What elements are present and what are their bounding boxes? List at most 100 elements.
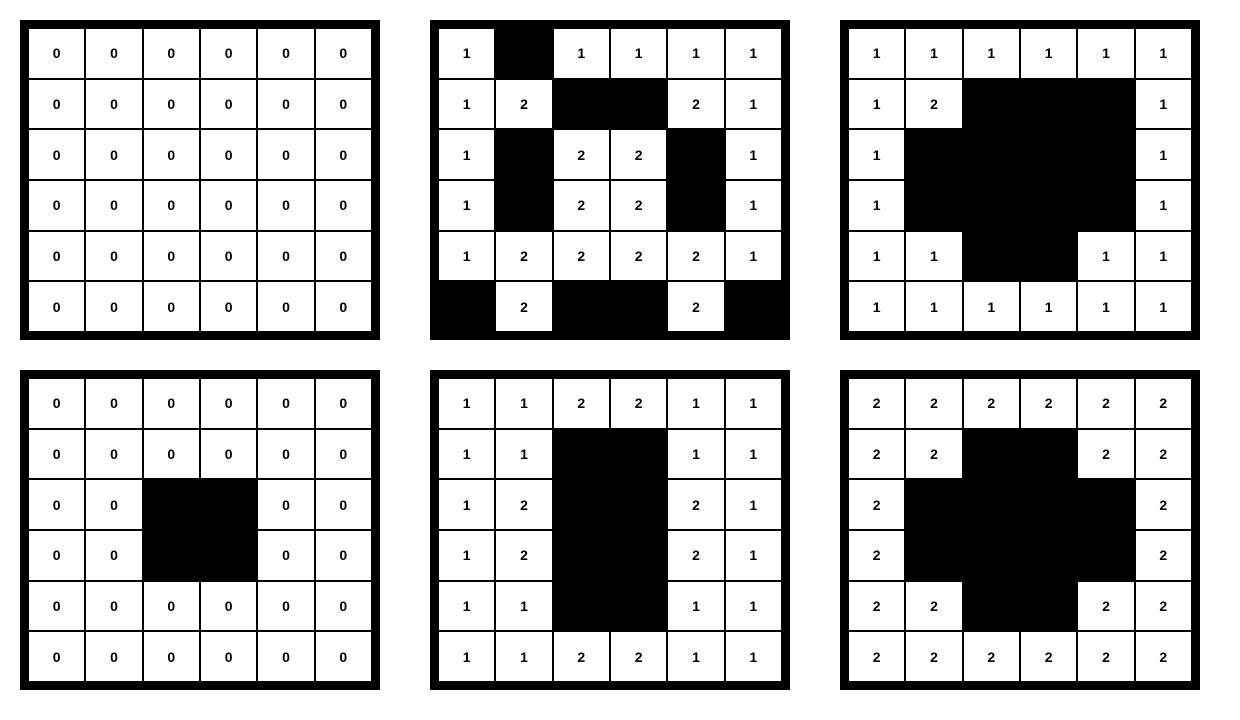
cell: [963, 530, 1020, 581]
cell: 0: [85, 79, 142, 130]
cell: 2: [848, 631, 905, 682]
cell: [610, 79, 667, 130]
cell: 2: [495, 79, 552, 130]
cell: 1: [667, 429, 724, 480]
cell: 1: [905, 28, 962, 79]
cell: 1: [553, 28, 610, 79]
cell: 2: [495, 530, 552, 581]
cell: 2: [1020, 378, 1077, 429]
cell: 1: [495, 631, 552, 682]
cell: 2: [553, 378, 610, 429]
cell: [495, 180, 552, 231]
cell: [667, 129, 724, 180]
cell: 2: [1135, 581, 1192, 632]
cell: [667, 180, 724, 231]
cell: 2: [610, 231, 667, 282]
cell: 2: [553, 631, 610, 682]
cell: 1: [1077, 231, 1134, 282]
cell: 0: [315, 479, 372, 530]
grid-g1: 000000000000000000000000000000000000: [20, 20, 380, 340]
cell: 1: [438, 378, 495, 429]
cell: 1: [1135, 180, 1192, 231]
cell: 0: [85, 281, 142, 332]
cell: 0: [200, 581, 257, 632]
cell: 2: [667, 479, 724, 530]
cell: 1: [963, 28, 1020, 79]
cell: 1: [610, 28, 667, 79]
cell: 1: [1135, 231, 1192, 282]
cell: 0: [28, 28, 85, 79]
cell: 1: [848, 28, 905, 79]
cell: [963, 79, 1020, 130]
cell: 2: [848, 530, 905, 581]
cell: 1: [438, 581, 495, 632]
cell: 0: [200, 378, 257, 429]
cell: 2: [1077, 429, 1134, 480]
cell: 0: [315, 129, 372, 180]
cell: [553, 281, 610, 332]
cell: 1: [1077, 28, 1134, 79]
cell: 1: [438, 28, 495, 79]
cell: 1: [1135, 79, 1192, 130]
cell: 0: [315, 378, 372, 429]
grid-diagram-page: 0000000000000000000000000000000000001111…: [20, 20, 1220, 690]
cell: 0: [200, 79, 257, 130]
cell: 0: [85, 28, 142, 79]
cell: 2: [610, 180, 667, 231]
cell: 1: [438, 631, 495, 682]
cell: [905, 180, 962, 231]
cell: 0: [200, 429, 257, 480]
cell: 0: [28, 631, 85, 682]
cell: 1: [848, 281, 905, 332]
cell: 1: [848, 231, 905, 282]
cell: 0: [315, 231, 372, 282]
cell: 0: [85, 180, 142, 231]
cell: [1020, 79, 1077, 130]
cell: [553, 79, 610, 130]
cell: 0: [85, 479, 142, 530]
cell: [553, 530, 610, 581]
cell: 0: [257, 79, 314, 130]
cell: 1: [848, 180, 905, 231]
cell: 2: [848, 429, 905, 480]
cell: [1020, 129, 1077, 180]
cell: 1: [667, 28, 724, 79]
cell: 1: [438, 479, 495, 530]
cell: 2: [1135, 378, 1192, 429]
cell: [1020, 231, 1077, 282]
grid-g2: 1111112211221122112222122: [430, 20, 790, 340]
cell: 0: [257, 429, 314, 480]
cell: 0: [257, 530, 314, 581]
cell: 0: [315, 581, 372, 632]
cell: 2: [848, 479, 905, 530]
cell: 1: [725, 79, 782, 130]
cell: 1: [725, 129, 782, 180]
cell: 2: [963, 631, 1020, 682]
grid-g3: 11111112111111111111111: [840, 20, 1200, 340]
cell: 0: [28, 530, 85, 581]
cell: 1: [905, 281, 962, 332]
cell: 2: [667, 281, 724, 332]
cell: 2: [1135, 479, 1192, 530]
cell: [553, 479, 610, 530]
cell: 0: [315, 28, 372, 79]
cell: 0: [143, 429, 200, 480]
cell: 1: [667, 581, 724, 632]
grid-g5: 1122111111122112211111112211: [430, 370, 790, 690]
cell: 1: [438, 231, 495, 282]
cell: 0: [85, 631, 142, 682]
cell: 2: [1135, 530, 1192, 581]
cell: 0: [257, 231, 314, 282]
cell: 2: [553, 231, 610, 282]
cell: [1077, 530, 1134, 581]
cell: 1: [905, 231, 962, 282]
cell: 1: [495, 581, 552, 632]
cell: [963, 180, 1020, 231]
cell: 0: [143, 231, 200, 282]
cell: [495, 28, 552, 79]
cell: [1077, 79, 1134, 130]
cell: 1: [1135, 28, 1192, 79]
cell: 2: [553, 180, 610, 231]
cell: 2: [1020, 631, 1077, 682]
cell: 0: [257, 281, 314, 332]
